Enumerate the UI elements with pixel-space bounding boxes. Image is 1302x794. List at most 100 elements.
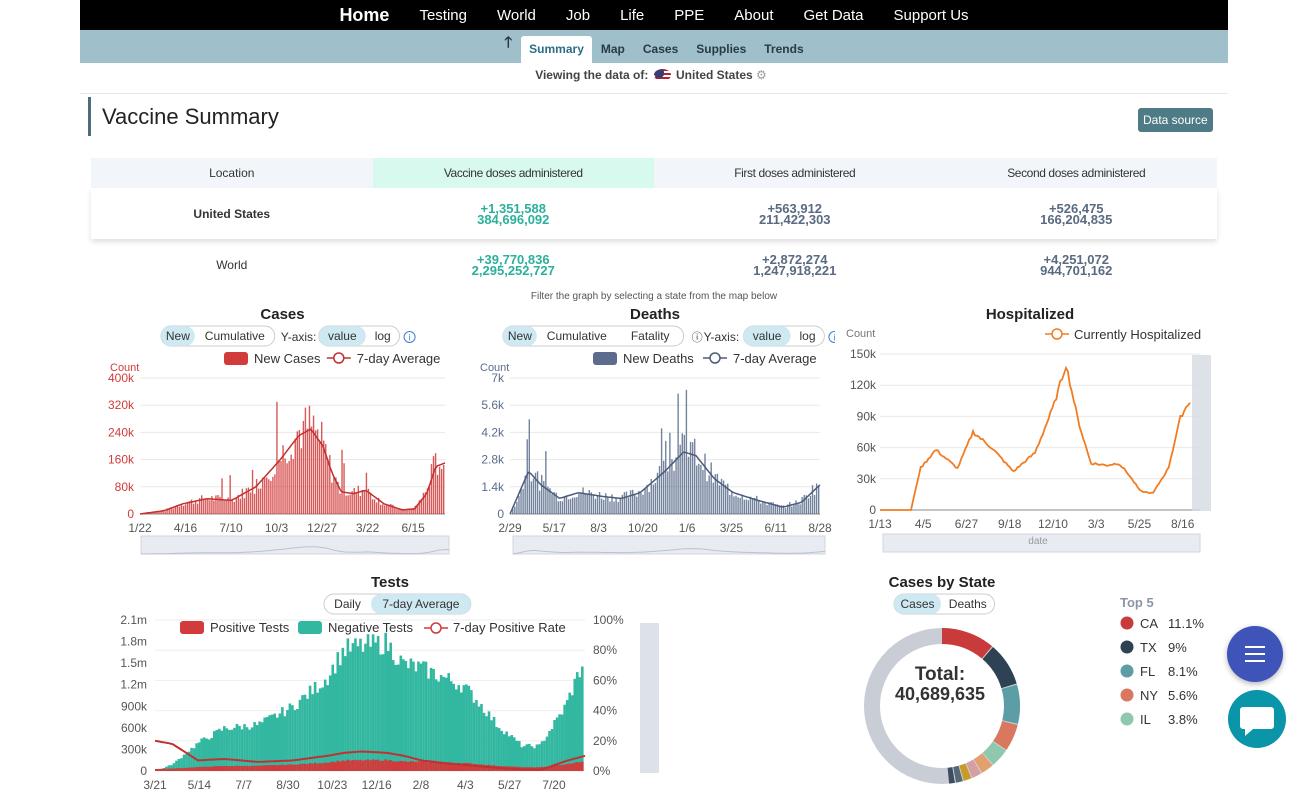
- tab-cases[interactable]: Cases: [642, 42, 679, 56]
- nav-testing[interactable]: Testing: [419, 6, 467, 24]
- column-header-first-doses[interactable]: First doses administered: [734, 166, 856, 180]
- tab-supplies[interactable]: Supplies: [696, 42, 747, 56]
- chart-title: Hospitalized: [986, 306, 1074, 323]
- donut-slice: [993, 720, 1018, 750]
- bar: [333, 673, 337, 771]
- donut-slice: [982, 646, 1017, 689]
- mode-toggle-option[interactable]: [371, 594, 471, 614]
- deaths-chart[interactable]: Deaths New Cumulative Fatality ⓘ Y-axis: value…: [470, 300, 835, 560]
- data-source-button[interactable]: Data source: [1138, 108, 1213, 132]
- bar: [693, 438, 696, 514]
- bar: [158, 511, 160, 514]
- bar: [475, 764, 478, 771]
- mode-toggle-option[interactable]: [503, 326, 537, 346]
- bar: [212, 766, 216, 771]
- bar: [323, 440, 325, 514]
- legend-marker: [430, 622, 442, 634]
- cases-by-state-chart[interactable]: Cases by State Cases Deaths Total:40,689,63…: [840, 568, 1220, 794]
- mode-toggle-option-label[interactable]: Cumulative: [205, 329, 265, 343]
- bar: [304, 407, 307, 514]
- bar: [698, 463, 700, 514]
- axis-toggle-option-label[interactable]: log: [799, 329, 815, 343]
- bar: [460, 763, 463, 771]
- menu-button[interactable]: [1227, 626, 1283, 682]
- nav-home[interactable]: Home: [339, 4, 390, 25]
- table-row[interactable]: United States +1,351,588 384,696,092 +56…: [91, 188, 1217, 239]
- nav-life[interactable]: Life: [620, 6, 645, 24]
- bar: [212, 731, 216, 771]
- bar: [384, 632, 387, 771]
- gear-icon[interactable]: ⚙: [756, 68, 767, 82]
- bar: [369, 760, 372, 771]
- mode-toggle-option-label[interactable]: Cumulative: [547, 329, 607, 343]
- bar: [175, 768, 178, 771]
- mode-toggle-option-label[interactable]: Cases: [900, 597, 934, 611]
- bar: [525, 744, 529, 771]
- mode-toggle-option-label[interactable]: New: [508, 329, 532, 343]
- cases-chart[interactable]: Cases New Cumulative Y-axis: value log i New Ca…: [100, 300, 460, 560]
- nav-job[interactable]: Job: [565, 6, 591, 24]
- tab-map[interactable]: Map: [600, 42, 625, 56]
- legend-marker: [1120, 616, 1134, 630]
- bar: [326, 762, 330, 771]
- nav-about[interactable]: About: [734, 6, 774, 24]
- tests-chart[interactable]: Tests Daily 7-day Average Positive Tests Neg…: [100, 568, 680, 794]
- nav-support-us[interactable]: Support Us: [893, 6, 969, 24]
- bar: [575, 672, 579, 771]
- axis-toggle-option-label[interactable]: value: [753, 329, 782, 343]
- bar: [359, 638, 362, 771]
- tab-summary[interactable]: Summary: [521, 36, 592, 63]
- nav-world[interactable]: World: [496, 6, 536, 24]
- axis-toggle-option-label[interactable]: value: [328, 329, 357, 343]
- bar: [640, 492, 642, 514]
- column-header-doses[interactable]: Vaccine doses administered: [372, 158, 654, 188]
- bar: [316, 429, 319, 514]
- chat-button[interactable]: [1228, 690, 1286, 748]
- donut-center-label: Total:: [915, 664, 965, 685]
- us-flag-icon: [653, 69, 671, 81]
- bar: [419, 663, 423, 771]
- bar: [328, 675, 332, 771]
- bar: [770, 502, 772, 514]
- bar: [243, 498, 246, 514]
- column-header-location[interactable]: Location: [209, 166, 255, 180]
- bar: [662, 460, 665, 514]
- viewing-location[interactable]: United States: [676, 68, 753, 82]
- axis-toggle-option[interactable]: [743, 326, 791, 346]
- column-header-second-doses[interactable]: Second doses administered: [1007, 166, 1146, 180]
- bar: [220, 730, 224, 771]
- bar: [192, 503, 195, 514]
- bar: [755, 495, 758, 514]
- bar: [492, 716, 496, 771]
- mode-toggle-option-label[interactable]: Fatality: [631, 329, 670, 343]
- bar: [215, 766, 219, 771]
- mode-toggle-option-label[interactable]: Deaths: [949, 597, 987, 611]
- bar: [283, 716, 287, 771]
- mode-toggle-option-label[interactable]: Daily: [334, 597, 361, 611]
- bar: [762, 501, 764, 514]
- bar: [281, 764, 284, 771]
- bar: [286, 463, 288, 514]
- table-row[interactable]: World +39,770,836 2,295,252,727 +2,872,2…: [91, 239, 1217, 290]
- mode-toggle-option[interactable]: [161, 326, 195, 346]
- bar: [268, 715, 272, 771]
- bar: [737, 497, 739, 514]
- mode-toggle-option-label[interactable]: 7-day Average: [382, 597, 459, 611]
- legend-label: 7-day Average: [357, 351, 441, 366]
- arrow-up-icon[interactable]: 🡑: [504, 34, 513, 51]
- axis-toggle-option[interactable]: [318, 326, 366, 346]
- bar: [316, 692, 319, 771]
- axis-toggle-option-label[interactable]: log: [375, 329, 391, 343]
- x-tick-label: 8/16: [1171, 517, 1195, 531]
- tab-trends[interactable]: Trends: [764, 42, 804, 56]
- nav-ppe[interactable]: PPE: [674, 6, 705, 24]
- bar: [394, 507, 396, 514]
- nav-get-data[interactable]: Get Data: [803, 6, 864, 24]
- bar: [598, 492, 601, 514]
- mode-toggle-option-label[interactable]: New: [166, 329, 190, 343]
- bar: [422, 761, 425, 771]
- average-line: [139, 428, 446, 515]
- bar: [155, 769, 158, 771]
- mode-toggle-option[interactable]: [894, 594, 941, 614]
